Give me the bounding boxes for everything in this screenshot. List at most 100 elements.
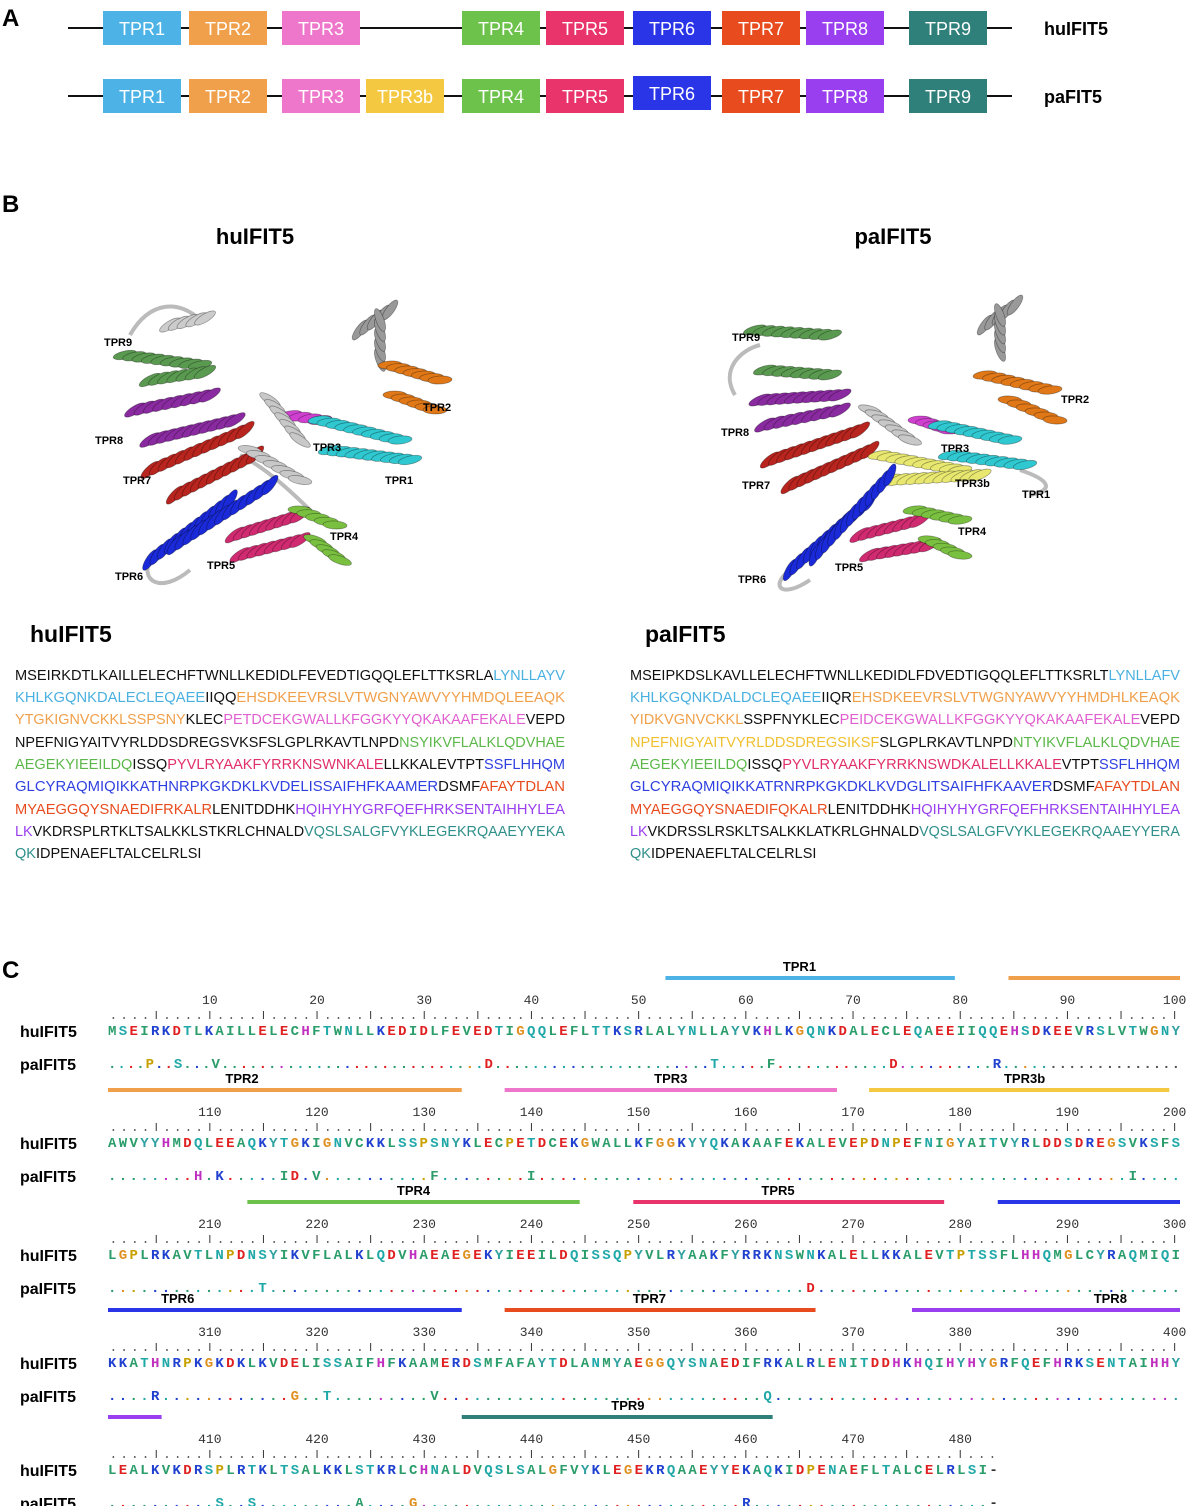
ruler-dot [401, 1129, 404, 1131]
helix-turn [898, 434, 922, 446]
ruler-dot [616, 1017, 619, 1019]
ruler-dot [1087, 1241, 1090, 1243]
ruler-number: 20 [309, 993, 325, 1008]
sequence-line: LKVKDRSPLRTKLTSALKKLSTKRLCHNALDVQSLSALGF… [15, 824, 565, 840]
ruler-dot [1055, 1241, 1058, 1243]
ruler-dot [970, 1129, 972, 1131]
alignment-row: ....P..S...V............................… [108, 1057, 1180, 1073]
domain-box [462, 11, 540, 45]
ruler-number: 410 [198, 1432, 221, 1447]
ruler-number: 110 [198, 1105, 221, 1120]
structure-label: TPR3 [313, 442, 341, 454]
ruler-dot [659, 1017, 661, 1019]
helix-turn [1012, 459, 1038, 471]
sequence-line: NPEFNIGYAITVYRLDDSDREGSVKSFSLGPLRKAVTLNP… [15, 735, 565, 751]
ruler-dot [509, 1017, 511, 1019]
ruler-dot [787, 1017, 790, 1019]
ruler-number: 120 [305, 1105, 328, 1120]
ruler-dot [455, 1129, 458, 1131]
ruler-dot [884, 1017, 887, 1019]
sequence-segment: IIQQ [205, 690, 236, 706]
structure-title: paIFIT5 [854, 224, 931, 249]
ruler-dot [359, 1241, 361, 1243]
ruler-dot [916, 1349, 919, 1351]
ruler-dot [659, 1456, 661, 1458]
ruler-dot [166, 1129, 168, 1131]
ruler-dot [241, 1456, 243, 1458]
ruler-number: 360 [734, 1325, 757, 1340]
sequence-segment: PYVLRYAAKFYRRKNSWDKALELLKKALE [782, 757, 1062, 773]
helix-turn [1037, 385, 1063, 395]
sequence-segment: PYVLRYAAKFYRRKNSWNKALE [167, 757, 384, 773]
ruler-dot [1163, 1241, 1165, 1243]
ruler-dot [712, 1241, 715, 1243]
helix-turn [387, 435, 413, 445]
structure-label: TPR6 [738, 574, 766, 586]
ruler-dot [380, 1241, 383, 1243]
sequence-line: MSEIRKDTLKAILLELECHFTWNLLKEDIDLFEVEDTIGQ… [15, 668, 565, 684]
ruler-dot [337, 1456, 340, 1458]
ruler-dot [723, 1456, 726, 1458]
ruler-dot [562, 1241, 565, 1243]
ruler-dot [755, 1349, 758, 1351]
helix-turn [883, 463, 897, 487]
ruler-dot [777, 1129, 779, 1131]
ruler-dot [616, 1241, 619, 1243]
ruler-dot [198, 1349, 201, 1351]
ruler-dot [1163, 1349, 1165, 1351]
ruler-dot [648, 1241, 651, 1243]
sequence-segment: QK [630, 846, 651, 862]
sequence-segment: VEPD [1140, 712, 1180, 728]
ruler-dot [283, 1456, 286, 1458]
ruler-dot [230, 1129, 233, 1131]
helix-turn [818, 329, 842, 341]
ruler-dot [659, 1349, 661, 1351]
ruler-dot [884, 1456, 887, 1458]
ruler-dot [712, 1129, 715, 1131]
domain-label: TPR3 [298, 87, 344, 107]
ruler-dot [819, 1456, 822, 1458]
sequence-segment: DSMF [438, 779, 480, 795]
ruler-dot [1045, 1349, 1047, 1351]
ruler-dot [937, 1017, 940, 1019]
ruler-dot [305, 1129, 308, 1131]
helix-turn [997, 435, 1023, 445]
helix-turn [397, 454, 423, 466]
ruler-dot [734, 1241, 737, 1243]
ruler-dot [766, 1129, 769, 1131]
ruler-dot [1034, 1017, 1037, 1019]
ruler-dot [627, 1456, 629, 1458]
domain-label: TPR1 [783, 959, 816, 974]
ruler-dot [1045, 1017, 1047, 1019]
row-name: paIFIT5 [20, 1281, 76, 1298]
domain-box [189, 11, 267, 45]
row-name: paIFIT5 [20, 1057, 76, 1074]
ruler-number: 300 [1163, 1217, 1186, 1232]
ruler-dot [627, 1349, 629, 1351]
domain-label: TPR7 [738, 19, 784, 39]
ruler-dot [948, 1456, 951, 1458]
domain-label: TPR6 [161, 1291, 194, 1306]
ruler-dot [294, 1349, 297, 1351]
ruler-dot [123, 1456, 125, 1458]
ruler-number: 50 [631, 993, 647, 1008]
ruler-dot [669, 1241, 672, 1243]
sequence-line: QKIDPENAEFLTALCELRLSI [630, 846, 816, 862]
sequence-line: AEGEKYIEEILDQISSQPYVLRYAAKFYRRKNSWDKALEL… [630, 757, 1180, 773]
ruler-dot [283, 1241, 286, 1243]
ruler-dot [884, 1129, 887, 1131]
ruler-dot [401, 1456, 404, 1458]
panel-label: B [2, 191, 19, 218]
domain-box [546, 11, 624, 45]
structure-label: TPR7 [742, 480, 770, 492]
ruler-dot [337, 1017, 340, 1019]
helix-turn [328, 554, 352, 566]
ruler-dot [498, 1349, 501, 1351]
ruler-dot [648, 1456, 651, 1458]
ruler-dot [541, 1241, 544, 1243]
ruler-dot [669, 1017, 672, 1019]
ruler-dot [884, 1241, 887, 1243]
ruler-dot [712, 1017, 715, 1019]
ruler-dot [412, 1017, 415, 1019]
ruler-dot [573, 1456, 576, 1458]
